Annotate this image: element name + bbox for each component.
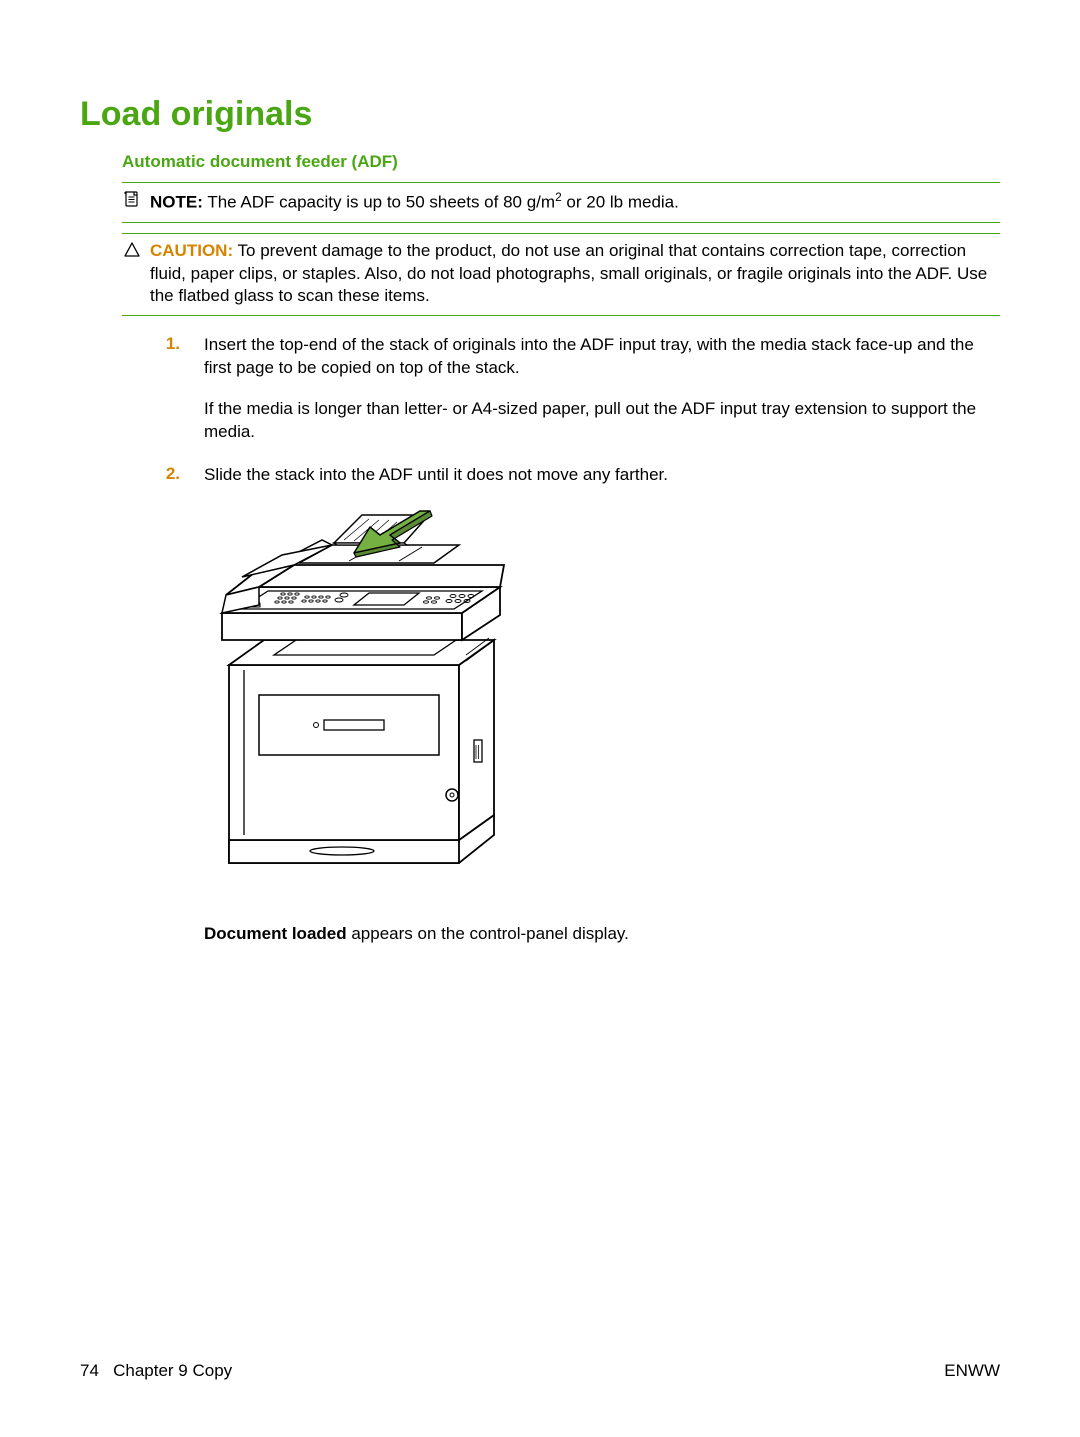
step-1-para-1: Insert the top-end of the stack of origi… <box>204 334 1000 380</box>
step-2-result-bold: Document loaded <box>204 924 347 943</box>
step-1-para-2: If the media is longer than letter- or A… <box>204 398 1000 444</box>
note-label: NOTE: <box>150 193 203 212</box>
step-2: 2. Slide the stack into the ADF until it… <box>122 464 1000 946</box>
step-num-1: 1. <box>122 334 180 354</box>
note-sup: 2 <box>555 190 562 204</box>
footer-left: 74 Chapter 9 Copy <box>80 1361 232 1381</box>
note-callout: NOTE: The ADF capacity is up to 50 sheet… <box>122 182 1000 223</box>
note-icon <box>122 189 142 208</box>
caution-body: CAUTION: To prevent damage to the produc… <box>150 240 1000 309</box>
caution-callout: CAUTION: To prevent damage to the produc… <box>122 233 1000 317</box>
page-title: Load originals <box>80 95 1000 134</box>
caution-icon <box>122 240 142 259</box>
step-num-2: 2. <box>122 464 180 484</box>
note-body: NOTE: The ADF capacity is up to 50 sheet… <box>150 189 1000 215</box>
note-text-2: or 20 lb media. <box>562 193 679 212</box>
footer-page-num: 74 <box>80 1361 99 1380</box>
step-1: 1. Insert the top-end of the stack of or… <box>122 334 1000 444</box>
step-body-1: Insert the top-end of the stack of origi… <box>204 334 1000 444</box>
section-heading-adf: Automatic document feeder (ADF) <box>122 152 1000 172</box>
footer-chapter: Chapter 9 Copy <box>113 1361 232 1380</box>
printer-illustration <box>204 505 534 905</box>
caution-text: To prevent damage to the product, do not… <box>150 241 987 306</box>
page-footer: 74 Chapter 9 Copy ENWW <box>80 1361 1000 1381</box>
caution-label: CAUTION: <box>150 241 233 260</box>
step-2-para-1: Slide the stack into the ADF until it do… <box>204 464 1000 487</box>
footer-right: ENWW <box>944 1361 1000 1381</box>
note-text-1: The ADF capacity is up to 50 sheets of 8… <box>207 193 555 212</box>
step-2-result-rest: appears on the control-panel display. <box>347 924 629 943</box>
step-body-2: Slide the stack into the ADF until it do… <box>204 464 1000 946</box>
step-2-result: Document loaded appears on the control-p… <box>204 923 1000 946</box>
ordered-list: 1. Insert the top-end of the stack of or… <box>122 334 1000 946</box>
